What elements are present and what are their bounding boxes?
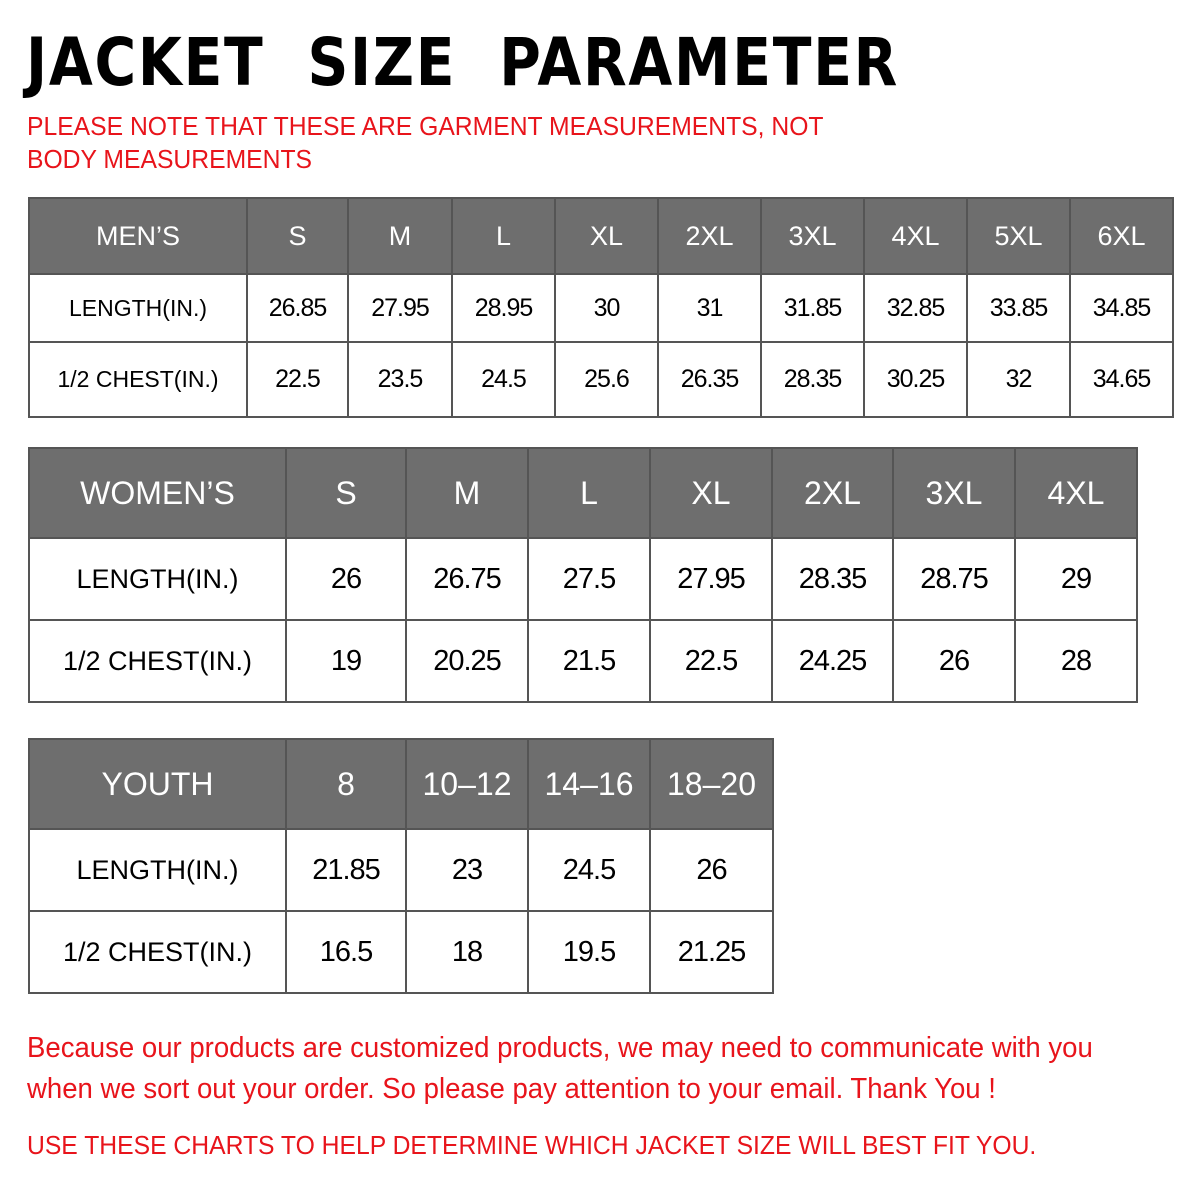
measurement-value: 29 — [1014, 537, 1138, 621]
size-column-header: XL — [554, 197, 659, 275]
size-column-header: 4XL — [863, 197, 968, 275]
measurement-value: 21.25 — [649, 910, 774, 994]
measurement-value: 27.95 — [649, 537, 773, 621]
measurement-value: 22.5 — [649, 619, 773, 703]
table-row: LENGTH(IN.) 26 26.75 27.5 27.95 28.35 28.75 29 — [28, 537, 1138, 621]
measurement-value: 26 — [285, 537, 407, 621]
table-row: 1/2 CHEST(IN.) 22.5 23.5 24.5 25.6 26.35 28.35… — [28, 341, 1174, 418]
measurement-value: 23.5 — [347, 341, 453, 418]
size-column-header: 2XL — [771, 447, 894, 539]
mens-size-table: MEN’S S M L XL 2XL 3XL 4XL 5XL 6XL LENGTH(IN.) 26.… — [28, 197, 1174, 418]
size-column-header: 3XL — [760, 197, 865, 275]
measurement-label: LENGTH(IN.) — [28, 828, 287, 912]
measurement-value: 22.5 — [246, 341, 349, 418]
size-column-header: 4XL — [1014, 447, 1138, 539]
measurement-value: 26.85 — [246, 273, 349, 343]
measurement-value: 24.5 — [451, 341, 556, 418]
measurement-value: 30 — [554, 273, 659, 343]
table-row: 1/2 CHEST(IN.) 19 20.25 21.5 22.5 24.25 26 28 — [28, 619, 1138, 703]
measurement-value: 28.35 — [771, 537, 894, 621]
table-header-row: MEN’S S M L XL 2XL 3XL 4XL 5XL 6XL — [28, 197, 1174, 275]
table-category-header: WOMEN’S — [28, 447, 287, 539]
measurement-value: 27.95 — [347, 273, 453, 343]
measurement-value: 31 — [657, 273, 762, 343]
size-column-header: XL — [649, 447, 773, 539]
size-column-header: 18–20 — [649, 738, 774, 830]
page-title: JACKET SIZE PARAMETER — [26, 24, 900, 101]
measurement-label: 1/2 CHEST(IN.) — [28, 619, 287, 703]
customization-message: Because our products are customized prod… — [27, 1032, 1093, 1105]
table-header-row: WOMEN’S S M L XL 2XL 3XL 4XL — [28, 447, 1138, 539]
size-column-header: 8 — [285, 738, 407, 830]
table-category-header: YOUTH — [28, 738, 287, 830]
size-column-header: 10–12 — [405, 738, 529, 830]
measurement-value: 23 — [405, 828, 529, 912]
measurement-value: 26 — [649, 828, 774, 912]
measurement-value: 31.85 — [760, 273, 865, 343]
measurement-value: 20.25 — [405, 619, 529, 703]
footer-note: USE THESE CHARTS TO HELP DETERMINE WHICH… — [27, 1130, 1037, 1160]
measurement-value: 26.75 — [405, 537, 529, 621]
youth-size-table: YOUTH 8 10–12 14–16 18–20 LENGTH(IN.) 21.85 23… — [28, 738, 774, 994]
measurement-value: 28.95 — [451, 273, 556, 343]
measurement-label: 1/2 CHEST(IN.) — [28, 341, 248, 418]
measurement-value: 21.5 — [527, 619, 651, 703]
measurement-label: LENGTH(IN.) — [28, 537, 287, 621]
size-column-header: 5XL — [966, 197, 1071, 275]
size-column-header: 6XL — [1069, 197, 1174, 275]
measurement-value: 26.35 — [657, 341, 762, 418]
measurement-value: 19 — [285, 619, 407, 703]
size-column-header: 3XL — [892, 447, 1016, 539]
size-column-header: 2XL — [657, 197, 762, 275]
size-column-header: 14–16 — [527, 738, 651, 830]
measurement-value: 21.85 — [285, 828, 407, 912]
measurement-value: 33.85 — [966, 273, 1071, 343]
measurement-value: 16.5 — [285, 910, 407, 994]
table-row: LENGTH(IN.) 26.85 27.95 28.95 30 31 31.85 32.85… — [28, 273, 1174, 343]
womens-size-table: WOMEN’S S M L XL 2XL 3XL 4XL LENGTH(IN.) 26 26.75… — [28, 447, 1138, 703]
measurement-value: 32 — [966, 341, 1071, 418]
measurement-value: 30.25 — [863, 341, 968, 418]
table-header-row: YOUTH 8 10–12 14–16 18–20 — [28, 738, 774, 830]
measurement-value: 27.5 — [527, 537, 651, 621]
measurement-label: 1/2 CHEST(IN.) — [28, 910, 287, 994]
size-column-header: M — [405, 447, 529, 539]
measurement-value: 28 — [1014, 619, 1138, 703]
measurement-value: 28.35 — [760, 341, 865, 418]
measurement-value: 34.65 — [1069, 341, 1174, 418]
measurement-label: LENGTH(IN.) — [28, 273, 248, 343]
measurement-value: 28.75 — [892, 537, 1016, 621]
size-column-header: M — [347, 197, 453, 275]
size-column-header: L — [451, 197, 556, 275]
measurement-value: 32.85 — [863, 273, 968, 343]
measurement-value: 19.5 — [527, 910, 651, 994]
measurement-note: PLEASE NOTE THAT THESE ARE GARMENT MEASU… — [27, 111, 824, 174]
table-row: LENGTH(IN.) 21.85 23 24.5 26 — [28, 828, 774, 912]
size-column-header: L — [527, 447, 651, 539]
measurement-value: 26 — [892, 619, 1016, 703]
measurement-value: 25.6 — [554, 341, 659, 418]
table-category-header: MEN’S — [28, 197, 248, 275]
measurement-value: 24.5 — [527, 828, 651, 912]
size-column-header: S — [285, 447, 407, 539]
measurement-value: 34.85 — [1069, 273, 1174, 343]
table-row: 1/2 CHEST(IN.) 16.5 18 19.5 21.25 — [28, 910, 774, 994]
size-column-header: S — [246, 197, 349, 275]
measurement-value: 24.25 — [771, 619, 894, 703]
measurement-value: 18 — [405, 910, 529, 994]
